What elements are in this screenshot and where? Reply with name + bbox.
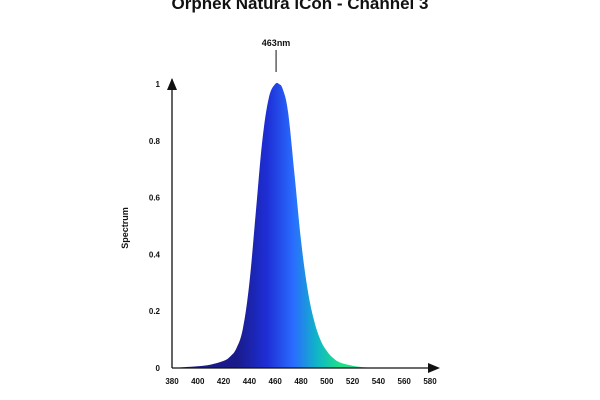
peak-annotation: 463nm: [262, 38, 291, 72]
y-tick-label: 0: [156, 364, 161, 373]
y-tick-label: 0.6: [149, 194, 161, 203]
y-axis-arrow: [167, 78, 177, 90]
spectrum-curve: [172, 82, 379, 368]
x-tick-label: 440: [243, 377, 257, 386]
spectrum-area: [172, 82, 379, 368]
x-tick-label: 400: [191, 377, 205, 386]
x-tick-label: 480: [294, 377, 308, 386]
x-tick-label: 460: [269, 377, 283, 386]
axes: [167, 78, 440, 373]
y-tick-label: 0.4: [149, 250, 161, 259]
x-tick-label: 580: [423, 377, 437, 386]
y-tick-label: 0.8: [149, 137, 161, 146]
x-axis-ticks: 380 400 420 440 460 480 500 520 540 560 580: [165, 377, 437, 386]
chart-title: Orphek Natura iCon - Channel 3: [172, 0, 429, 13]
y-tick-label: 1: [156, 80, 161, 89]
x-tick-label: 420: [217, 377, 231, 386]
x-tick-label: 560: [398, 377, 412, 386]
x-tick-label: 520: [346, 377, 360, 386]
x-axis-arrow: [428, 363, 440, 373]
y-axis-label: Spectrum: [120, 207, 130, 249]
x-tick-label: 380: [165, 377, 179, 386]
y-tick-label: 0.2: [149, 307, 161, 316]
x-tick-label: 500: [320, 377, 334, 386]
x-tick-label: 540: [372, 377, 386, 386]
y-axis-ticks: 0 0.2 0.4 0.6 0.8 1: [149, 80, 161, 373]
peak-annotation-label: 463nm: [262, 38, 291, 48]
